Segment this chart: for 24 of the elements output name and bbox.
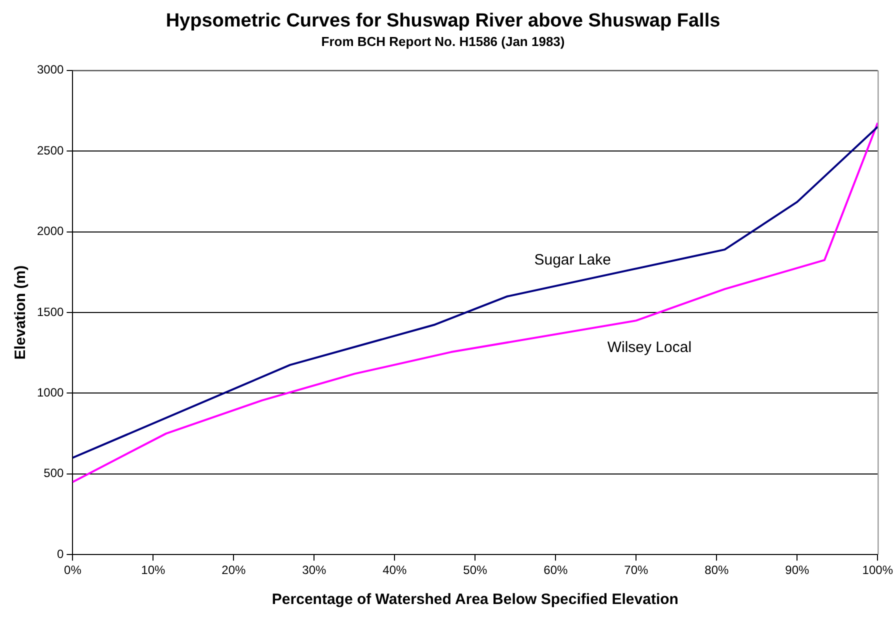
series-label: Sugar Lake — [534, 251, 611, 268]
x-tick-label: 50% — [463, 563, 488, 578]
series-label: Wilsey Local — [607, 338, 692, 356]
y-tick-label: 3000 — [36, 62, 64, 77]
x-tick-label: 80% — [704, 563, 729, 578]
x-tick-label: 60% — [544, 563, 568, 578]
x-tick-label: 40% — [382, 563, 408, 578]
x-tick-label: 10% — [141, 563, 166, 578]
y-axis-title: Elevation (m) — [12, 265, 30, 360]
y-tick-label: 2000 — [36, 224, 64, 238]
y-tick-label: 1500 — [36, 304, 64, 319]
y-tick-label: 1000 — [36, 386, 64, 400]
x-tick-label: 0% — [64, 563, 82, 578]
x-tick-label: 100% — [862, 563, 894, 578]
chart-title: Hypsometric Curves for Shuswap River above Shuswap Falls — [166, 10, 720, 32]
x-tick-label: 70% — [624, 563, 648, 578]
x-tick-label: 20% — [222, 563, 246, 578]
x-tick-label: 90% — [785, 563, 810, 578]
x-tick-label: 30% — [302, 563, 327, 578]
x-axis-title: Percentage of Watershed Area Below Specified Elevation — [272, 591, 678, 608]
y-tick-label: 0 — [57, 546, 64, 561]
chart-subtitle: From BCH Report No. H1586 (Jan 1983) — [321, 34, 565, 50]
y-tick-label: 2500 — [36, 143, 64, 158]
y-tick-label: 500 — [44, 466, 64, 480]
